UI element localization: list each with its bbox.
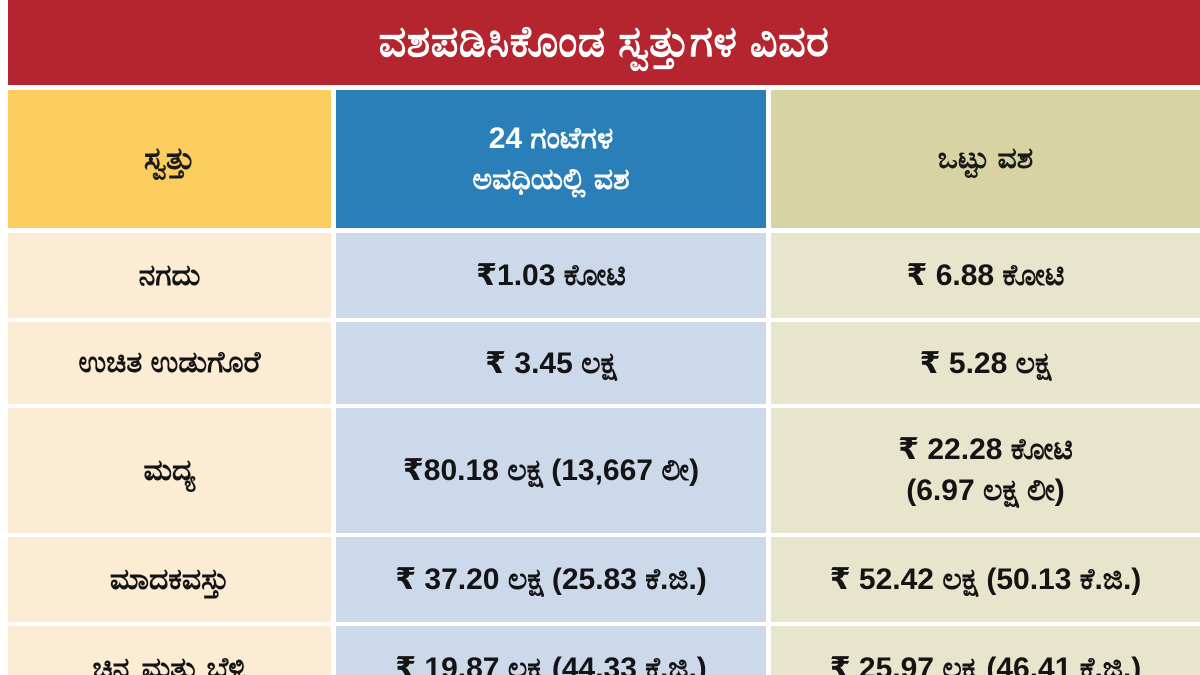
header-label-seized-24h-line2: ಅವಧಿಯಲ್ಲಿ ವಶ (472, 163, 630, 196)
seized-24h-value: ₹ 37.20 ಲಕ್ಷ (25.83 ಕೆ.ಜಿ.) (395, 563, 707, 596)
asset-label: ಉಚಿತ ಉಡುಗೊರೆ (78, 346, 261, 379)
total-seized-value-line1: ₹ 22.28 ಕೋಟಿ (898, 433, 1073, 466)
table-row: ಮಾದಕವಸ್ತು ₹ 37.20 ಲಕ್ಷ (25.83 ಕೆ.ಜಿ.) ₹ … (8, 537, 1200, 622)
seizure-table: ಸ್ವತ್ತು 24 ಗಂಟೆಗಳ ಅವಧಿಯಲ್ಲಿ ವಶ ಒಟ್ಟು ವಶ … (8, 90, 1200, 675)
cell-seized-24h: ₹80.18 ಲಕ್ಷ (13,667 ಲೀ) (336, 408, 766, 533)
seized-24h-value: ₹ 3.45 ಲಕ್ಷ (485, 346, 617, 380)
table-row: ಮದ್ಯ ₹80.18 ಲಕ್ಷ (13,667 ಲೀ) ₹ 22.28 ಕೋಟ… (8, 408, 1200, 533)
header-cell-asset: ಸ್ವತ್ತು (8, 90, 331, 228)
cell-asset: ಮದ್ಯ (8, 408, 331, 533)
cell-seized-24h: ₹ 37.20 ಲಕ್ಷ (25.83 ಕೆ.ಜಿ.) (336, 537, 766, 622)
table-row: ನಗದು ₹1.03 ಕೋಟಿ ₹ 6.88 ಕೋಟಿ (8, 233, 1200, 318)
cell-asset: ಚಿನ್ನ ಮತ್ತು ಬೆಳ್ಳಿ (8, 626, 331, 675)
total-seized-value: ₹ 5.28 ಲಕ್ಷ (919, 346, 1052, 380)
total-seized-value: ₹ 6.88 ಕೋಟಿ (906, 259, 1065, 292)
cell-seized-24h: ₹1.03 ಕೋಟಿ (336, 233, 766, 318)
total-seized-value: ₹ 25.97 ಲಕ್ಷ (46.41 ಕೆ.ಜಿ.) (829, 652, 1142, 675)
cell-total-seized: ₹ 5.28 ಲಕ್ಷ (771, 322, 1200, 404)
cell-asset: ಮಾದಕವಸ್ತು (8, 537, 331, 622)
seized-24h-value: ₹80.18 ಲಕ್ಷ (13,667 ಲೀ) (402, 454, 700, 487)
table-row: ಚಿನ್ನ ಮತ್ತು ಬೆಳ್ಳಿ ₹ 19.87 ಲಕ್ಷ (44.33 ಕ… (8, 626, 1200, 675)
cell-seized-24h: ₹ 19.87 ಲಕ್ಷ (44.33 ಕೆ.ಜಿ.) (336, 626, 766, 675)
seized-24h-value: ₹ 19.87 ಲಕ್ಷ (44.33 ಕೆ.ಜಿ.) (395, 652, 707, 675)
cell-total-seized: ₹ 6.88 ಕೋಟಿ (771, 233, 1200, 318)
cell-seized-24h: ₹ 3.45 ಲಕ್ಷ (336, 322, 766, 404)
title-banner: ವಶಪಡಿಸಿಕೊಂಡ ಸ್ವತ್ತುಗಳ ವಿವರ (8, 0, 1200, 85)
header-cell-total-seized: ಒಟ್ಟು ವಶ (771, 90, 1200, 228)
cell-total-seized: ₹ 25.97 ಲಕ್ಷ (46.41 ಕೆ.ಜಿ.) (771, 626, 1200, 675)
total-seized-value: ₹ 52.42 ಲಕ್ಷ (50.13 ಕೆ.ಜಿ.) (829, 563, 1142, 596)
cell-total-seized: ₹ 52.42 ಲಕ್ಷ (50.13 ಕೆ.ಜಿ.) (771, 537, 1200, 622)
header-label-total-seized: ಒಟ್ಟು ವಶ (937, 142, 1034, 175)
table-row: ಉಚಿತ ಉಡುಗೊರೆ ₹ 3.45 ಲಕ್ಷ ₹ 5.28 ಲಕ್ಷ (8, 322, 1200, 404)
header-label-seized-24h-line1: 24 ಗಂಟೆಗಳ (488, 121, 614, 155)
page-title: ವಶಪಡಿಸಿಕೊಂಡ ಸ್ವತ್ತುಗಳ ವಿವರ (378, 17, 830, 66)
header-cell-seized-24h: 24 ಗಂಟೆಗಳ ಅವಧಿಯಲ್ಲಿ ವಶ (336, 90, 766, 228)
asset-label: ಮಾದಕವಸ್ತು (109, 562, 230, 596)
cell-asset: ಉಚಿತ ಉಡುಗೊರೆ (8, 322, 331, 404)
seized-24h-value: ₹1.03 ಕೋಟಿ (476, 259, 626, 292)
cell-asset: ನಗದು (8, 233, 331, 318)
asset-label: ಮದ್ಯ (143, 453, 196, 487)
table-header-row: ಸ್ವತ್ತು 24 ಗಂಟೆಗಳ ಅವಧಿಯಲ್ಲಿ ವಶ ಒಟ್ಟು ವಶ (8, 90, 1200, 228)
cell-total-seized: ₹ 22.28 ಕೋಟಿ (6.97 ಲಕ್ಷ ಲೀ) (771, 408, 1200, 533)
asset-label: ನಗದು (138, 258, 201, 292)
asset-label: ಚಿನ್ನ ಮತ್ತು ಬೆಳ್ಳಿ (92, 651, 247, 675)
header-label-asset: ಸ್ವತ್ತು (144, 140, 195, 176)
total-seized-value-line2: (6.97 ಲಕ್ಷ ಲೀ) (906, 473, 1065, 507)
